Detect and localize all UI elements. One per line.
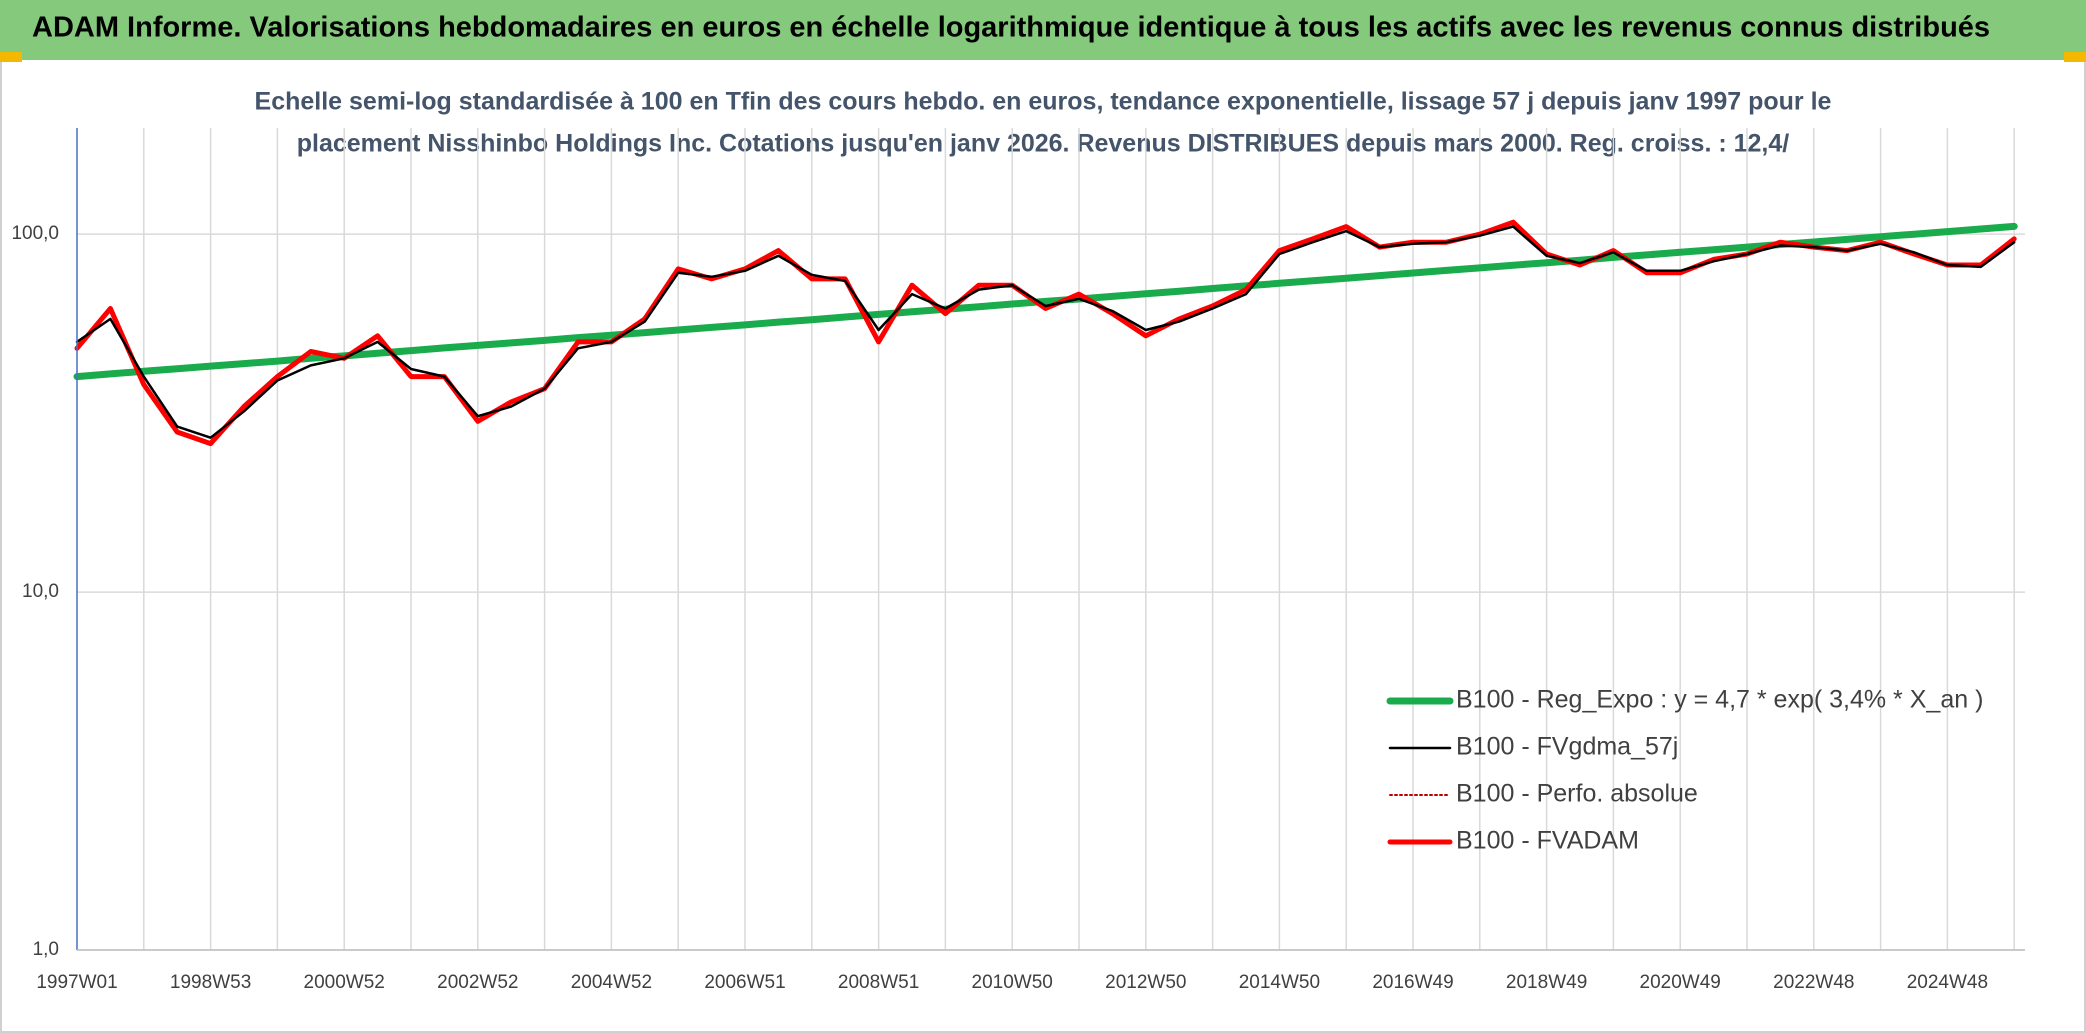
x-tick-label: 2002W52 — [437, 972, 518, 993]
x-tick-label: 2000W52 — [304, 972, 385, 993]
grid — [77, 128, 2025, 951]
x-tick-label: 2022W48 — [1773, 972, 1854, 993]
x-tick-label: 2010W50 — [972, 972, 1053, 993]
chart-subtitle: placement Nisshinbo Holdings Inc. Cotati… — [297, 130, 1790, 158]
y-tick-label: 100,0 — [11, 223, 59, 244]
x-tick-label: 2006W51 — [704, 972, 785, 993]
corner — [0, 52, 22, 62]
axes: 1,0 10,0 100,0 1997W01 1998W53 2000W52 2002W52… — [11, 128, 2025, 993]
legend: B100 - Reg_Expo : y = 4,7 * exp( 3,4% * … — [1386, 686, 1983, 855]
legend-label: B100 - FVgdma_57j — [1456, 733, 1678, 761]
x-tick-label: 2012W50 — [1105, 972, 1186, 993]
chart-title: ADAM Informe. Valorisations hebdomadaire… — [32, 12, 1990, 44]
legend-label: B100 - Reg_Expo : y = 4,7 * exp( 3,4% * … — [1456, 686, 1983, 714]
x-tick-label: 2014W50 — [1239, 972, 1320, 993]
legend-label: B100 - FVADAM — [1456, 827, 1639, 855]
x-tick-label: 1997W01 — [36, 972, 117, 993]
x-tick-label: 2018W49 — [1506, 972, 1587, 993]
series-line — [75, 225, 2016, 439]
x-tick-label: 2024W48 — [1907, 972, 1988, 993]
plot — [73, 219, 2018, 447]
y-tick-label: 1,0 — [33, 939, 59, 960]
legend-label: B100 - Perfo. absolue — [1456, 780, 1698, 808]
x-tick-label: 2016W49 — [1372, 972, 1453, 993]
x-tick-label: 1998W53 — [170, 972, 251, 993]
corner — [2064, 52, 2086, 62]
x-tick-label: 2004W52 — [571, 972, 652, 993]
y-tick-label: 10,0 — [22, 581, 59, 602]
x-tick-label: 2020W49 — [1640, 972, 1721, 993]
x-tick-label: 2008W51 — [838, 972, 919, 993]
series-line — [73, 222, 2018, 381]
chart-subtitle: Echelle semi-log standardisée à 100 en T… — [255, 88, 1832, 116]
header-bar — [0, 0, 2086, 60]
